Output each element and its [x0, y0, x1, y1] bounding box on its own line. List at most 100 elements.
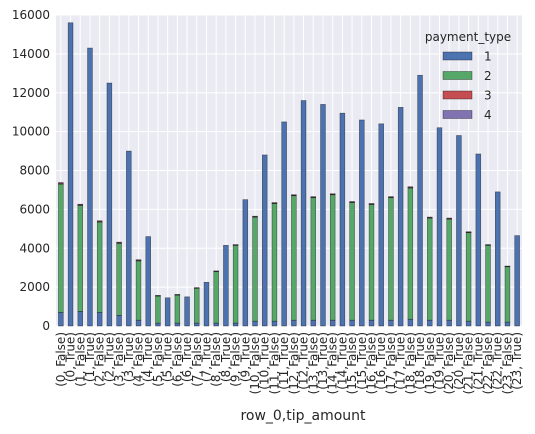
x-tick-label: (22, True) [491, 332, 505, 390]
x-tick-label: (3, False) [112, 332, 126, 387]
legend-swatch [442, 90, 473, 100]
x-axis-label: row_0,tip_amount [240, 408, 366, 424]
bar-segment-1 [446, 319, 452, 327]
bar-segment-1 [339, 112, 346, 327]
bar-segment-4 [271, 202, 278, 204]
bar-segment-1 [174, 322, 181, 327]
bar-segment-2 [116, 243, 122, 316]
y-tick-label: 12000 [12, 86, 50, 100]
x-tick-label: (11, False) [267, 332, 281, 394]
x-tick-label: (2, False) [93, 332, 107, 387]
bar-segment-2 [388, 197, 394, 321]
x-tick-label: (2, True) [102, 332, 116, 382]
bar-segment-1 [368, 319, 375, 327]
x-tick-label: (13, True) [316, 332, 330, 390]
bar-segment-4 [77, 203, 83, 206]
x-tick-label: (9, True) [238, 332, 252, 382]
bar-segment-2 [485, 245, 491, 323]
bar-segment-1 [252, 320, 258, 327]
bar-segment-1 [87, 47, 93, 327]
bar-segment-4 [174, 294, 181, 296]
x-tick-label: (4, True) [141, 332, 155, 382]
legend-swatch [442, 110, 473, 119]
x-tick-label: (12, True) [297, 332, 311, 390]
x-tick-label: (8, False) [209, 332, 223, 387]
x-tick-label: (16, False) [365, 332, 379, 394]
x-tick-label: (20, False) [442, 332, 456, 394]
bar-segment-1 [271, 320, 278, 327]
bar-segment-1 [456, 135, 462, 327]
x-tick-label: (23, False) [500, 332, 514, 394]
bar-segment-4 [485, 244, 491, 246]
bar-segment-1 [436, 127, 443, 327]
bar-segment-1 [96, 312, 103, 327]
bar-segment-2 [446, 218, 452, 321]
bar-segment-1 [242, 199, 249, 327]
bar-segment-1 [300, 100, 307, 327]
bar-segment-1 [262, 154, 268, 327]
bar-segment-1 [184, 296, 190, 327]
bar-segment-2 [213, 271, 219, 324]
bar-segment-4 [291, 194, 297, 196]
bar-segment-1 [291, 319, 297, 327]
x-tick-label: (15, True) [355, 332, 369, 390]
bar-segment-2 [135, 260, 142, 321]
bar-segment-1 [495, 191, 501, 327]
x-tick-label: (5, False) [151, 332, 165, 387]
legend-title: payment_type [425, 30, 511, 44]
bar-segment-2 [407, 187, 414, 320]
x-tick-label: (3, True) [122, 332, 136, 382]
legend: payment_type 1 2 3 4 [425, 30, 511, 122]
bar-segment-4 [58, 182, 64, 184]
bar-segment-1 [378, 123, 384, 327]
bar-segment-1 [349, 319, 355, 327]
x-tick-label: (19, True) [432, 332, 446, 390]
x-tick-label: (0, True) [64, 332, 78, 382]
x-tick-label: (7, False) [190, 332, 204, 387]
bar-segment-2 [368, 204, 375, 321]
bar-segment-2 [96, 221, 103, 313]
bar-segment-1 [203, 281, 210, 327]
x-tick-label: (14, True) [335, 332, 349, 390]
x-tick-label: (18, False) [403, 332, 417, 394]
bar-segment-1 [145, 236, 151, 327]
x-tick-label: (9, False) [229, 332, 243, 387]
bar-segment-2 [194, 287, 200, 324]
bar-segment-4 [427, 216, 433, 218]
y-tick-labels: 0 2000 4000 6000 8000 10000 12000 14000 16000 [12, 8, 50, 333]
x-tick-label: (13, False) [306, 332, 320, 394]
x-tick-label: (21, False) [462, 332, 476, 394]
bar-segment-1 [194, 322, 200, 327]
bar-segment-4 [213, 270, 219, 272]
x-tick-label: (11, True) [277, 332, 291, 390]
x-tick-label: (12, False) [287, 332, 301, 394]
x-tick-label: (5, True) [161, 332, 175, 382]
y-tick-label: 10000 [12, 125, 50, 139]
bar-segment-1 [281, 121, 287, 327]
x-tick-label: (19, False) [423, 332, 437, 394]
bar-segment-1 [397, 107, 404, 327]
bar-segment-2 [504, 266, 511, 323]
x-tick-label: (16, True) [374, 332, 388, 390]
x-tick-label: (6, True) [180, 332, 194, 382]
bar-segment-1 [427, 319, 433, 327]
bar-segment-1 [223, 245, 229, 327]
bar-segment-2 [427, 217, 433, 321]
bar-segment-1 [232, 322, 239, 327]
bar-segment-1 [407, 318, 414, 327]
x-tick-label: (10, False) [248, 332, 262, 394]
bar-segment-4 [96, 220, 103, 222]
bar-segment-2 [232, 245, 239, 324]
legend-label: 4 [484, 108, 492, 122]
y-tick-label: 4000 [19, 241, 50, 255]
bar-segment-2 [155, 295, 161, 324]
legend-label: 1 [484, 50, 492, 64]
legend-swatch [442, 51, 473, 61]
bar-segment-1 [504, 321, 511, 327]
x-tick-label: (7, True) [199, 332, 213, 382]
bar-segment-4 [135, 259, 142, 261]
bar-segment-4 [407, 186, 414, 188]
bar-segment-1 [514, 235, 520, 327]
legend-swatch [442, 71, 473, 80]
bar-segment-1 [135, 319, 142, 327]
